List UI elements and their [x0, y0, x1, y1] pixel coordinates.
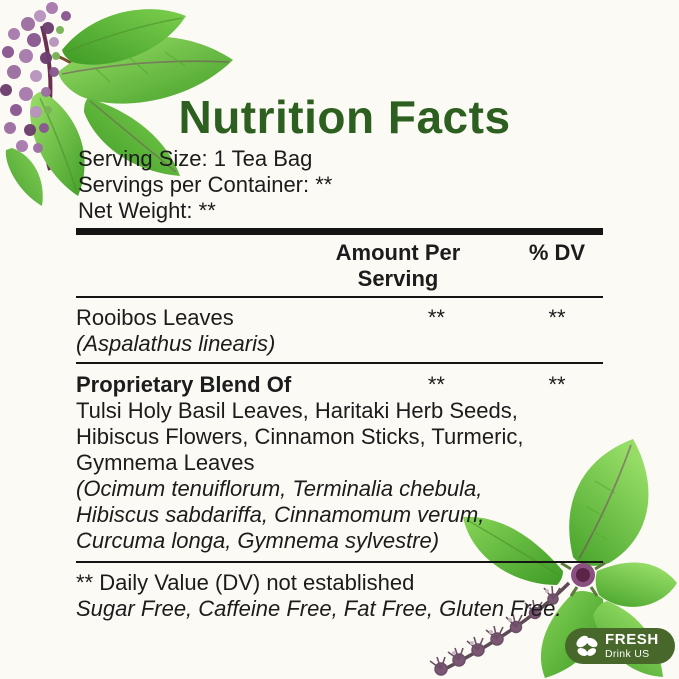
- amount-value: **: [427, 305, 445, 330]
- header-percent-dv: % DV: [528, 240, 586, 265]
- brand-logo: FRESH Drink US: [565, 628, 675, 664]
- blend-botanical-line: (Ocimum tenuiflorum, Terminalia chebula,: [76, 476, 483, 501]
- dv-value: **: [548, 305, 566, 330]
- blend-botanical-names: (Ocimum tenuiflorum, Terminalia chebula,…: [76, 476, 586, 554]
- table-header-row: Amount Per Serving % DV: [76, 235, 603, 296]
- blend-botanical-line: Hibiscus sabdariffa, Cinnamomum verum,: [76, 502, 485, 527]
- dv-value: **: [548, 372, 566, 397]
- ingredient-botanical-name: (Aspalathus linearis): [76, 331, 276, 356]
- servings-per-container: Servings per Container: **: [78, 172, 333, 197]
- table-row-rooibos: Rooibos Leaves (Aspalathus linearis) ** …: [76, 298, 603, 362]
- leaf-clover-icon: [576, 635, 598, 656]
- row-divider-rule: [76, 362, 603, 364]
- ingredient-name: Rooibos Leaves: [76, 305, 234, 330]
- center-flower-rosette: [560, 561, 606, 597]
- blend-name: Proprietary Blend Of: [76, 372, 292, 397]
- amount-value: **: [427, 372, 445, 397]
- brand-subtitle: Drink US: [605, 648, 650, 661]
- serving-size: Serving Size: 1 Tea Bag: [78, 146, 313, 171]
- net-weight: Net Weight: **: [78, 198, 216, 223]
- header-rule: [76, 296, 603, 298]
- nutrition-facts-table: Amount Per Serving % DV Rooibos Leaves (…: [76, 228, 603, 622]
- page-title: Nutrition Facts: [178, 91, 511, 143]
- blend-ingredients-line: Tulsi Holy Basil Leaves, Haritaki Herb S…: [76, 398, 518, 423]
- brand-logo-text: FRESH Drink US: [605, 632, 659, 660]
- blend-botanical-line: Curcuma longa, Gymnema sylvestre): [76, 528, 440, 553]
- serving-info: Serving Size: 1 Tea Bag Servings per Con…: [78, 146, 332, 224]
- brand-name: FRESH: [605, 631, 659, 649]
- free-from-claims: Sugar Free, Caffeine Free, Fat Free, Glu…: [76, 596, 562, 621]
- blend-ingredients-line: Hibiscus Flowers, Cinnamon Sticks, Turme…: [76, 424, 524, 449]
- footnote-block: ** Daily Value (DV) not established Suga…: [76, 563, 603, 622]
- tulsi-plant-top-left-illustration: [0, 2, 233, 206]
- ingredient-name-cell: Rooibos Leaves (Aspalathus linearis): [76, 305, 313, 357]
- header-amount-per-serving: Amount Per Serving: [335, 240, 461, 291]
- blend-ingredients-line: Gymnema Leaves: [76, 450, 255, 475]
- blend-ingredients: Tulsi Holy Basil Leaves, Haritaki Herb S…: [76, 398, 586, 476]
- blend-header-line: Proprietary Blend Of ** **: [76, 372, 603, 398]
- table-row-proprietary-blend: Proprietary Blend Of ** ** Tulsi Holy Ba…: [76, 364, 603, 561]
- flower-spike-tufts: [429, 585, 561, 676]
- footnote-rule: [76, 561, 603, 563]
- thick-double-rule: [76, 228, 603, 235]
- purple-flower-cluster: [0, 2, 71, 153]
- dv-footnote: ** Daily Value (DV) not established: [76, 570, 415, 595]
